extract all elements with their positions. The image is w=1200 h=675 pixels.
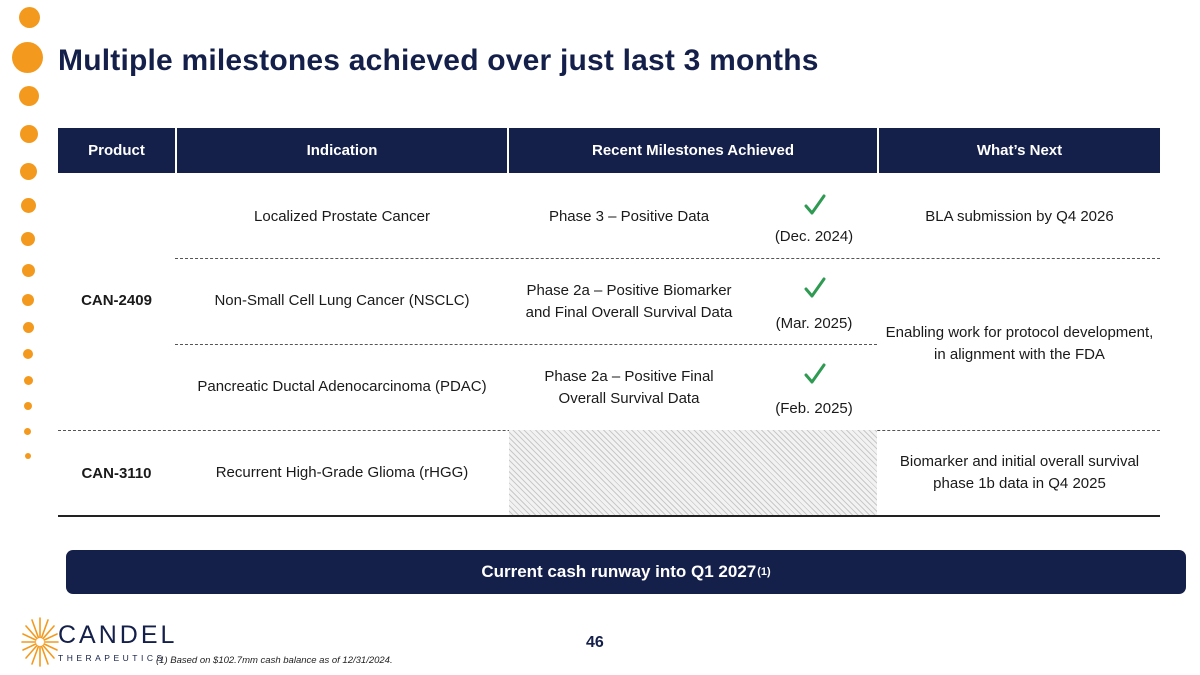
product-can-2409: CAN-2409: [81, 292, 152, 309]
row-divider: [175, 258, 1160, 259]
checkmark-icon: [804, 194, 826, 215]
page-title: Multiple milestones achieved over just l…: [58, 44, 819, 77]
decorative-dots: [0, 0, 60, 675]
header-whats-next: What’s Next: [879, 128, 1160, 173]
checkmark-icon: [804, 363, 826, 384]
milestone-date-pdac: (Feb. 2025): [775, 400, 853, 417]
dot: [19, 86, 39, 106]
row-divider: [175, 344, 877, 345]
footnote: (1) Based on $102.7mm cash balance as of…: [156, 655, 393, 666]
logo-name: CANDEL: [58, 621, 178, 649]
dot: [20, 163, 37, 180]
milestones-table: Product Indication Recent Milestones Ach…: [58, 128, 1160, 518]
table-bottom-border: [58, 515, 1160, 517]
checkmark-icon: [804, 277, 826, 298]
sunburst-icon: [21, 617, 59, 667]
dot: [25, 453, 31, 459]
cash-runway-banner: Current cash runway into Q1 2027 (1): [66, 550, 1186, 594]
banner-text: Current cash runway into Q1 2027: [481, 562, 757, 581]
candel-logo: CANDEL THERAPEUTICS: [20, 614, 174, 670]
dot: [24, 376, 33, 385]
header-divider: [507, 128, 509, 173]
dot: [23, 322, 34, 333]
dot: [23, 349, 33, 359]
page-number: 46: [586, 634, 604, 651]
product-can-3110: CAN-3110: [81, 465, 152, 482]
indication-prostate: Localized Prostate Cancer: [254, 208, 430, 225]
header-milestones: Recent Milestones Achieved: [509, 128, 877, 173]
milestone-prostate: Phase 3 – Positive Data: [548, 208, 710, 225]
next-nsclc-pdac: Enabling work for protocol development, …: [885, 324, 1154, 363]
milestone-date-prostate: (Dec. 2024): [774, 228, 854, 245]
dot: [21, 198, 36, 213]
milestone-pdac: Phase 2a – Positive Final Overall Surviv…: [544, 368, 714, 407]
dot: [22, 264, 35, 277]
indication-rhgg: Recurrent High-Grade Glioma (rHGG): [215, 464, 469, 481]
empty-hatched-cell: [509, 430, 877, 516]
dot: [19, 7, 40, 28]
dot: [20, 125, 38, 143]
indication-nsclc: Non-Small Cell Lung Cancer (NSCLC): [214, 292, 470, 309]
header-divider: [877, 128, 879, 173]
dot: [12, 42, 43, 73]
dot: [24, 428, 31, 435]
next-rhgg: Biomarker and initial overall survival p…: [899, 453, 1140, 492]
milestone-nsclc: Phase 2a – Positive Biomarker and Final …: [525, 282, 733, 321]
milestone-date-nsclc: (Mar. 2025): [775, 315, 853, 332]
logo-subtitle: THERAPEUTICS: [58, 653, 166, 663]
indication-pdac: Pancreatic Ductal Adenocarcinoma (PDAC): [197, 378, 487, 395]
dot: [22, 294, 34, 306]
header-product: Product: [58, 128, 175, 173]
dot: [21, 232, 35, 246]
header-divider: [175, 128, 177, 173]
header-indication: Indication: [177, 128, 507, 173]
next-prostate: BLA submission by Q4 2026: [925, 208, 1114, 225]
banner-footnote-ref: (1): [757, 566, 771, 578]
dot: [24, 402, 32, 410]
